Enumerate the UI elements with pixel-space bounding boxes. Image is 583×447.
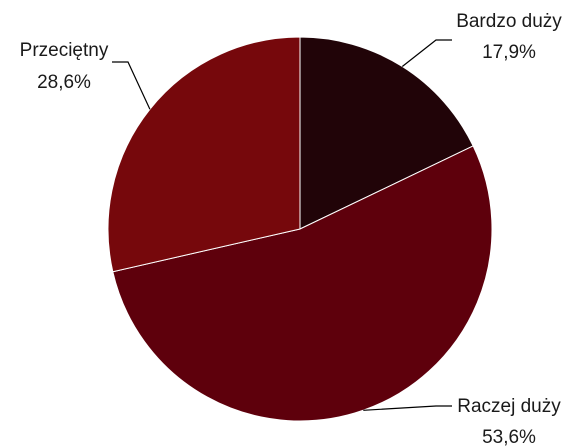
slice-label-name-1: Raczej duży xyxy=(457,396,561,417)
slice-label-value-2: 28,6% xyxy=(37,72,91,93)
leader-line-0 xyxy=(401,39,452,67)
pie-slice-0 xyxy=(299,36,474,230)
leader-lines xyxy=(112,39,452,411)
leader-line-1 xyxy=(363,405,452,411)
pie-slices xyxy=(107,36,493,422)
leader-line-2 xyxy=(112,61,151,110)
slice-label-name-0: Bardzo duży xyxy=(456,11,562,32)
slice-label-name-2: Przeciętny xyxy=(20,40,109,61)
slice-label-value-1: 53,6% xyxy=(482,427,536,447)
slice-label-value-0: 17,9% xyxy=(482,42,536,63)
pie-slice-1 xyxy=(112,145,493,422)
